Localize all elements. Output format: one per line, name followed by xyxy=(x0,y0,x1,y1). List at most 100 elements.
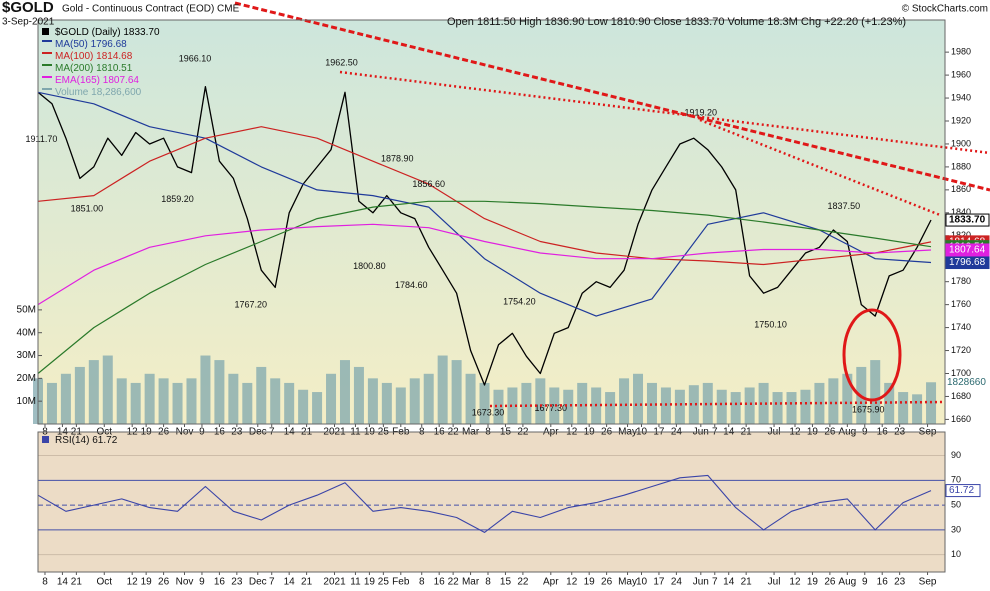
price-annotation: 1966.10 xyxy=(179,53,212,63)
x-tick-label: Jul xyxy=(768,577,781,588)
x-tick-label: 8 xyxy=(42,577,48,588)
legend-name: MA(100) xyxy=(55,51,93,62)
legend-value: 1796.68 xyxy=(91,39,128,50)
symbol: $GOLD xyxy=(2,0,54,16)
y-tick-label: 1680 xyxy=(951,391,971,401)
volume-bar xyxy=(479,382,490,424)
y-tick-label: 1720 xyxy=(951,345,971,355)
y-tick-label: 1880 xyxy=(951,161,971,171)
volume-bar xyxy=(116,378,127,424)
volume-bar xyxy=(786,392,797,424)
value-box xyxy=(945,243,990,257)
x-tick-label: May xyxy=(618,577,637,588)
volume-bar xyxy=(870,360,881,424)
volume-bar xyxy=(716,389,727,424)
y-tick-label: 1940 xyxy=(951,92,971,102)
volume-bar xyxy=(912,394,923,424)
x-tick-label: Sep xyxy=(919,577,937,588)
volume-bar xyxy=(186,378,197,424)
volume-bar xyxy=(842,373,853,424)
x-tick-label: Feb xyxy=(392,577,410,588)
credit: © StockCharts.com xyxy=(902,4,988,15)
volume-bar xyxy=(800,389,811,424)
price-annotation: 1837.50 xyxy=(828,201,861,211)
price-annotation: 1919.20 xyxy=(685,107,718,117)
legend-value: 1814.68 xyxy=(96,51,133,62)
volume-bar xyxy=(493,389,504,424)
rsi-tick-label: 30 xyxy=(951,524,961,534)
volume-bar xyxy=(633,373,644,424)
price-frame xyxy=(37,19,946,425)
y-tick-label: 1920 xyxy=(951,115,971,125)
volume-bar xyxy=(46,382,57,424)
x-tick-label: Oct xyxy=(96,577,112,588)
x-tick-label: Aug xyxy=(838,577,856,588)
volume-bar xyxy=(242,382,253,424)
volume-bar xyxy=(535,378,546,424)
trend-line xyxy=(339,70,990,155)
volume-tick-label: 40M xyxy=(17,327,36,338)
trend-line xyxy=(699,118,941,217)
volume-bar xyxy=(339,360,350,424)
legend-name: $GOLD (Daily) xyxy=(55,27,121,38)
price-annotation: 1754.20 xyxy=(503,297,536,307)
y-tick-label: 1840 xyxy=(951,207,971,217)
rsi-frame xyxy=(37,431,946,573)
volume-bar xyxy=(702,382,713,424)
volume-bar xyxy=(395,387,406,424)
legend-value: 61.72 xyxy=(92,435,117,446)
volume-bar xyxy=(521,382,532,424)
rsi-tick-label: 90 xyxy=(951,450,961,460)
x-tick-label: 12 xyxy=(566,577,578,588)
x-tick-label: 22 xyxy=(448,577,460,588)
volume-tick-label: 10M xyxy=(17,396,36,407)
legend-swatch xyxy=(42,64,52,66)
volume-bar xyxy=(409,378,420,424)
legend-value: 18,286,600 xyxy=(91,87,141,98)
volume-bar xyxy=(605,392,616,424)
legend-value: 1833.70 xyxy=(123,27,160,38)
x-tick-label: 21 xyxy=(71,577,83,588)
volume-bar xyxy=(744,387,755,424)
legend-swatch xyxy=(42,28,49,35)
price-annotation: 1800.80 xyxy=(353,261,386,271)
value-box-label: 1833.70 xyxy=(949,215,986,226)
x-tick-label: 9 xyxy=(862,577,868,588)
rsi-legend: RSI(14) 61.72 xyxy=(55,435,118,446)
average-line xyxy=(37,223,932,306)
volume-tick-label: 30M xyxy=(17,350,36,361)
volume-last-label: 1828660 xyxy=(947,377,986,388)
volume-bar xyxy=(437,355,448,424)
x-tick-label: 25 xyxy=(378,577,390,588)
x-tick-label: 19 xyxy=(364,577,376,588)
x-tick-label: 14 xyxy=(723,577,735,588)
rsi-panel xyxy=(38,432,945,572)
value-box-label: 1807.64 xyxy=(949,245,986,256)
x-tick-label: 12 xyxy=(789,577,801,588)
legend-name: EMA(165) xyxy=(55,75,100,86)
volume-bar xyxy=(758,382,769,424)
volume-bar xyxy=(674,389,685,424)
volume-bar xyxy=(381,382,392,424)
x-tick-label: 19 xyxy=(141,577,153,588)
average-line xyxy=(37,200,932,374)
x-tick-label: Mar xyxy=(462,577,480,588)
y-tick-label: 1960 xyxy=(951,69,971,79)
y-tick-label: 1740 xyxy=(951,322,971,332)
legend-swatch xyxy=(42,436,49,443)
price-annotation: 1962.50 xyxy=(325,58,358,68)
x-tick-label: 26 xyxy=(158,577,170,588)
x-tick-label: 12 xyxy=(127,577,139,588)
y-tick-label: 1980 xyxy=(951,47,971,57)
legend-swatch xyxy=(42,76,52,78)
x-tick-label: 21 xyxy=(301,577,313,588)
x-tick-label: 22 xyxy=(517,577,529,588)
date: 3-Sep-2021 xyxy=(2,17,55,28)
price-annotation: 1859.20 xyxy=(161,194,194,204)
volume-bar xyxy=(549,387,560,424)
legend-entry: Volume 18,286,600 xyxy=(55,87,142,98)
volume-bar xyxy=(730,392,741,424)
average-line xyxy=(37,126,932,266)
x-tick-label: Jun xyxy=(693,577,709,588)
y-tick-label: 1900 xyxy=(951,138,971,148)
